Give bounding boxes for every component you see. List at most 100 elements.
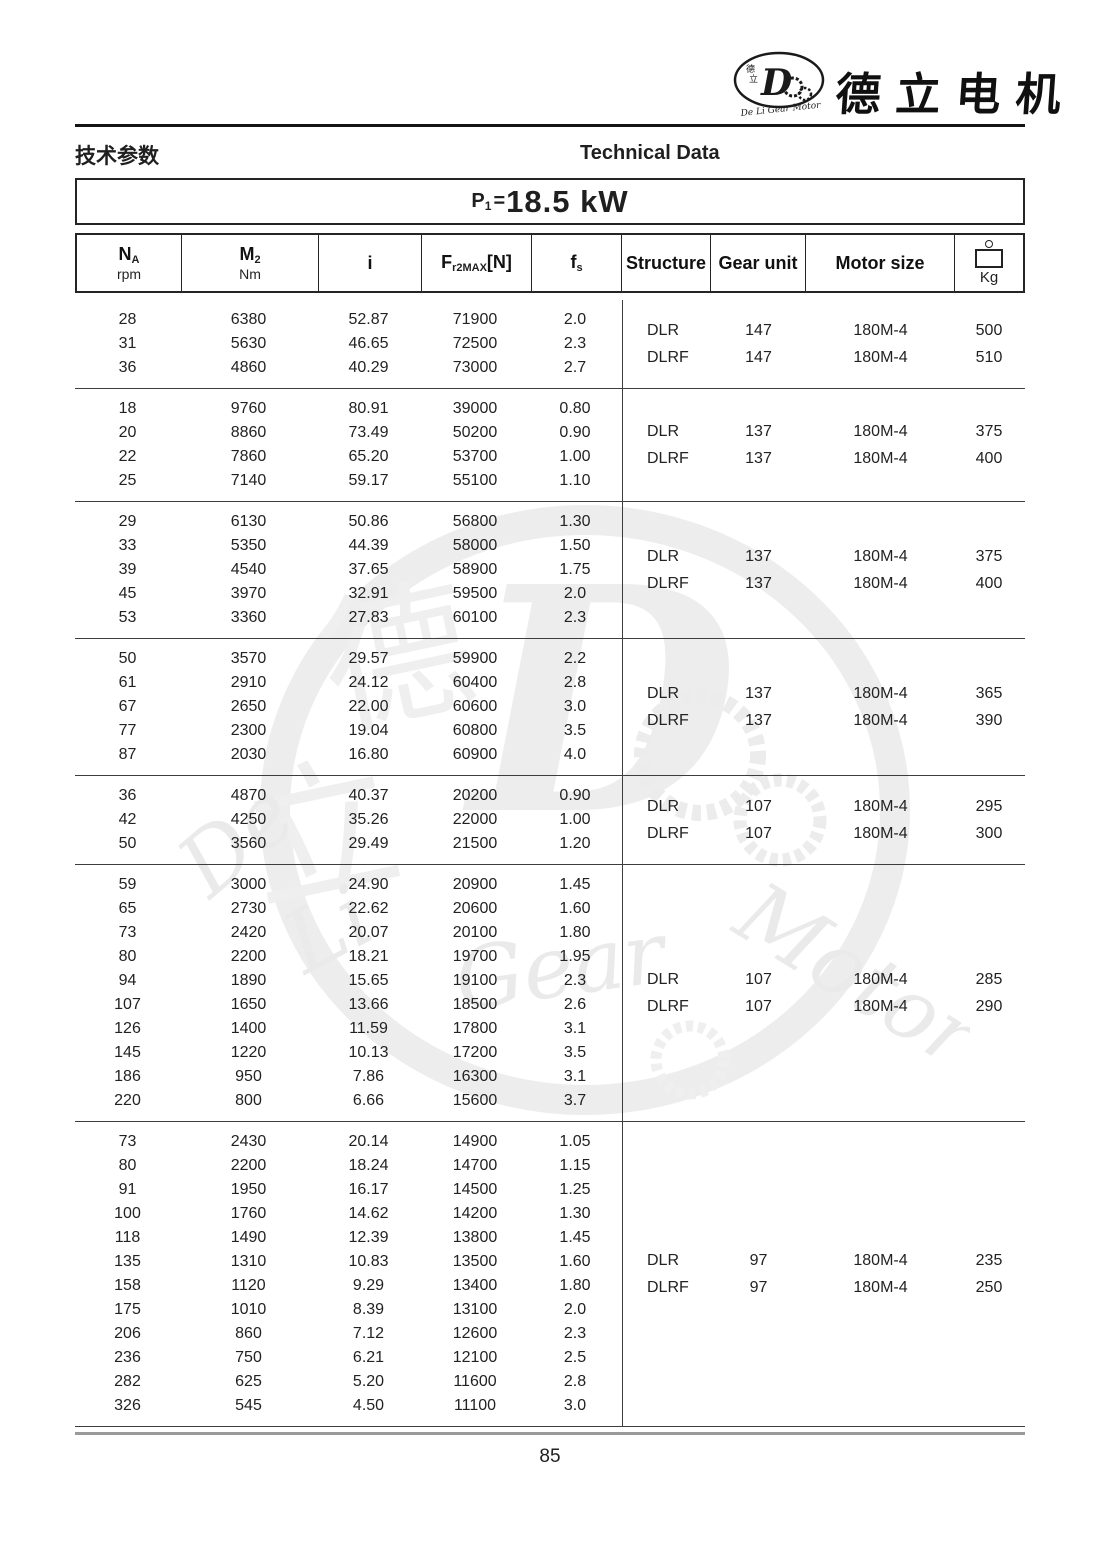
table-cell: 3.1 [563, 1020, 587, 1037]
table-row: 25 7140 59.17 55100 1.10 [75, 469, 1025, 493]
table-cell: 36 [118, 787, 137, 804]
structure-cell: 180M-4 [853, 321, 908, 339]
table-row: 186 950 7.86 16300 3.1 [75, 1065, 1025, 1089]
table-cell: 53 [118, 609, 137, 626]
table-cell: 28 [118, 311, 137, 328]
table-cell: 3360 [230, 609, 267, 626]
table-cell: 20900 [452, 876, 498, 893]
table-cell: 2420 [230, 924, 267, 941]
table-cell: 22.00 [348, 698, 389, 715]
column-header-fr2max: Fr2MAX[N] [422, 235, 532, 291]
table-cell: 52.87 [348, 311, 389, 328]
table-cell: 10.13 [348, 1044, 389, 1061]
table-cell: 14900 [452, 1133, 498, 1150]
table-cell: 50200 [452, 424, 498, 441]
structure-cell: 137 [745, 684, 772, 702]
table-cell: 29.57 [348, 650, 389, 667]
table-cell: 4870 [230, 787, 267, 804]
na-unit: rpm [116, 265, 142, 282]
table-cell: 56800 [452, 513, 498, 530]
table-cell: 60800 [452, 722, 498, 739]
structure-cell: 147 [745, 348, 772, 366]
structure-cell: 290 [975, 997, 1003, 1015]
table-cell: 50.86 [348, 513, 389, 530]
table-cell: 18.24 [348, 1157, 389, 1174]
table-cell: 1.00 [559, 448, 591, 465]
table-cell: 65.20 [348, 448, 389, 465]
table-row: 29 6130 50.86 56800 1.30 [75, 510, 1025, 534]
table-row: 45 3970 32.91 59500 2.0 [75, 582, 1025, 606]
table-cell: 16.80 [348, 746, 389, 763]
table-cell: 13.66 [348, 996, 389, 1013]
watermark-cn2: 立 [231, 734, 414, 935]
table-cell: 18 [118, 400, 137, 417]
column-header-gear-unit: Gear unit [711, 235, 806, 291]
column-header-na: NA rpm [77, 235, 182, 291]
table-cell: 2.0 [563, 1301, 587, 1318]
table-cell: 9.29 [352, 1277, 385, 1294]
table-cell: 206 [114, 1325, 141, 1342]
table-cell: 6130 [230, 513, 267, 530]
table-row: 236 750 6.21 12100 2.5 [75, 1346, 1025, 1370]
structure-cell: 107 [745, 997, 772, 1015]
gear-icon [782, 76, 804, 98]
table-cell: 1.80 [559, 1277, 591, 1294]
table-cell: 2.7 [563, 359, 587, 376]
table-cell: 20100 [452, 924, 498, 941]
table-cell: 39 [118, 561, 137, 578]
structure-cell: 137 [745, 711, 772, 729]
table-cell: 11.59 [349, 1020, 388, 1037]
structure-cell: 137 [745, 449, 772, 467]
table-row: 73 2420 20.07 20100 1.80 [75, 921, 1025, 945]
table-cell: 20.14 [348, 1133, 389, 1150]
table-cell: 1.30 [559, 1205, 591, 1222]
table-cell: 17200 [452, 1044, 498, 1061]
table-cell: 1490 [230, 1229, 267, 1246]
table-row: 36 4870 40.37 20200 0.90 [75, 784, 1025, 808]
m-unit: Nm [239, 265, 261, 282]
structure-cell: 400 [975, 574, 1003, 592]
page-number: 85 [539, 1446, 561, 1467]
structure-cell: DLRF [647, 824, 689, 842]
table-cell: 1.75 [559, 561, 591, 578]
table-cell: 22.62 [348, 900, 389, 917]
table-cell: 45 [118, 585, 137, 602]
column-header-m2: M2 Nm [182, 235, 319, 291]
structure-row: DLR 147 180M-4 500 [622, 317, 1023, 344]
table-row: 94 1890 15.65 19100 2.3 [75, 969, 1025, 993]
structure-cell: 97 [749, 1278, 768, 1296]
structure-cell: 500 [975, 321, 1003, 339]
table-cell: 1.60 [559, 1253, 591, 1270]
power-symbol: P [471, 190, 485, 212]
column-header-weight: Kg [955, 235, 1023, 291]
table-cell: 80 [118, 1157, 137, 1174]
m-symbol: M [239, 244, 255, 265]
table-cell: 1010 [230, 1301, 267, 1318]
table-cell: 126 [114, 1020, 141, 1037]
table-row: 135 1310 10.83 13500 1.60 [75, 1250, 1025, 1274]
structure-cell: DLR [647, 422, 680, 440]
table-cell: 8860 [230, 424, 267, 441]
structure-row: DLRF 107 180M-4 300 [622, 820, 1023, 847]
table-row: 31 5630 46.65 72500 2.3 [75, 332, 1025, 356]
footer-rule [75, 1432, 1025, 1435]
table-group: 29 6130 50.86 56800 1.30 33 5350 44.39 58000 1.50… [75, 502, 1025, 639]
table-cell: 58000 [452, 537, 498, 554]
table-cell: 13100 [452, 1301, 498, 1318]
table-cell: 6.21 [352, 1349, 385, 1366]
table-cell: 4.0 [563, 746, 587, 763]
structure-cell: DLR [647, 797, 680, 815]
emblem-d-letter: D [760, 62, 792, 104]
table-cell: 545 [235, 1397, 262, 1414]
table-cell: 11100 [453, 1397, 497, 1414]
gear-unit-label: Gear unit [718, 252, 798, 273]
structure-cell: 180M-4 [853, 997, 908, 1015]
power-equals: = [493, 190, 506, 212]
structure-cell: 180M-4 [853, 348, 908, 366]
f-subscript: r2MAX [452, 262, 487, 275]
table-cell: 326 [114, 1397, 141, 1414]
table-cell: 53700 [452, 448, 498, 465]
table-cell: 77 [118, 722, 137, 739]
table-cell: 20600 [452, 900, 498, 917]
structure-cell: 180M-4 [853, 970, 908, 988]
